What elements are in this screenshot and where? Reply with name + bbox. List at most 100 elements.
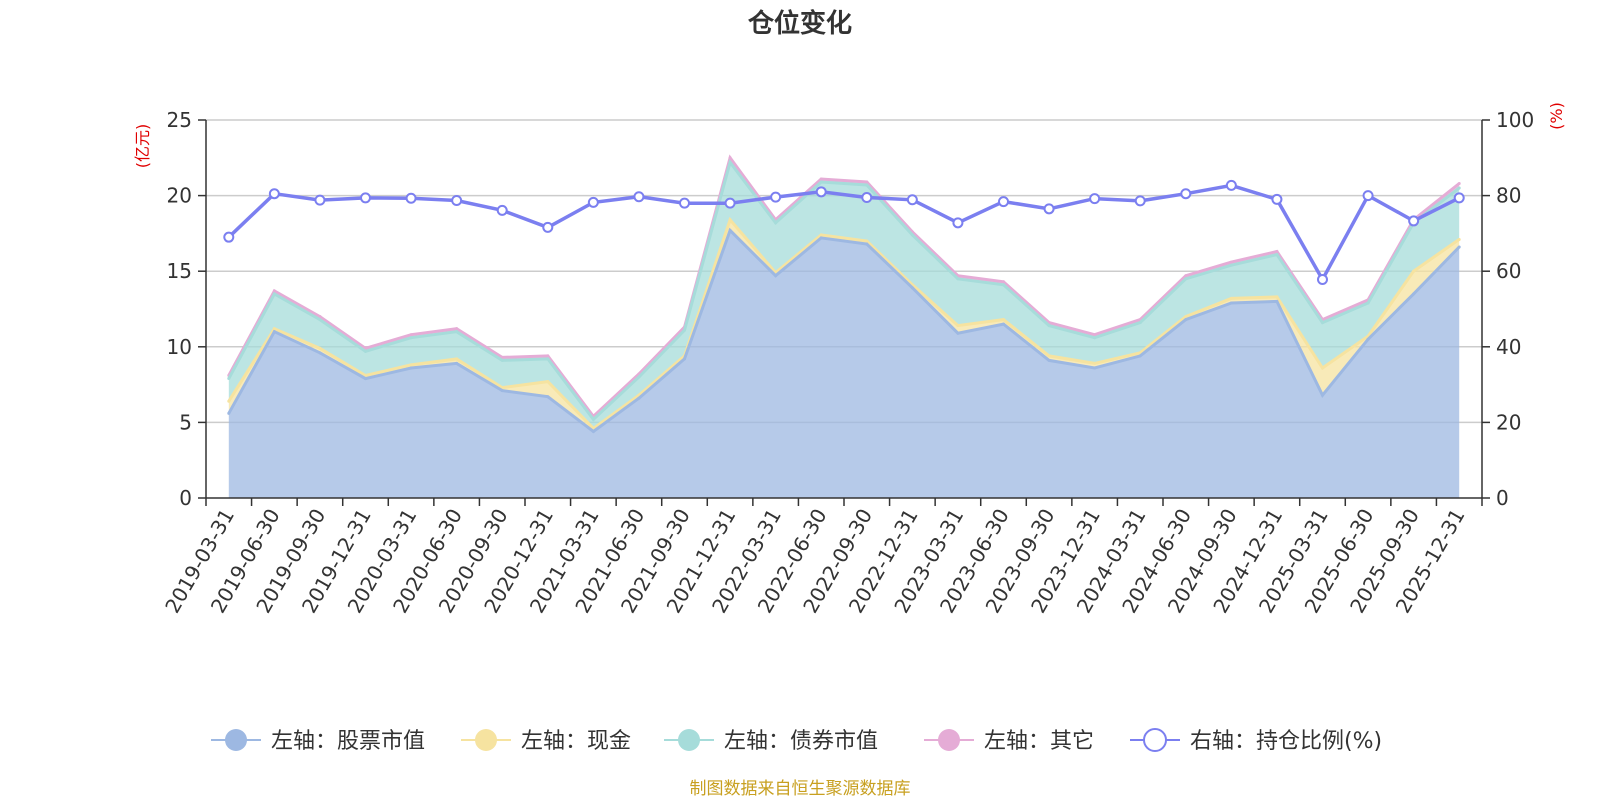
- data-point: [1002, 280, 1005, 284]
- data-point: [1366, 337, 1370, 341]
- ratio-point: [496, 204, 508, 216]
- data-point: [272, 289, 276, 293]
- data-point: [546, 395, 550, 399]
- data-point: [1002, 318, 1005, 322]
- data-point: [819, 236, 823, 240]
- data-point: [1138, 321, 1142, 325]
- left-tick-label: 0: [179, 486, 192, 510]
- data-point: [1457, 182, 1461, 186]
- data-point: [1047, 324, 1051, 328]
- left-axis-unit: (亿元): [133, 124, 152, 169]
- right-axis-unit: (%): [1547, 102, 1566, 130]
- ratio-point: [223, 231, 235, 243]
- legend: 左轴：股票市值 左轴：现金 左轴：债券市值 左轴：其它 右轴：持仓比例(%): [211, 728, 1382, 754]
- data-point: [1093, 336, 1097, 340]
- data-point: [1229, 260, 1233, 264]
- data-point: [1412, 269, 1416, 273]
- data-point: [910, 286, 914, 290]
- data-point: [1457, 245, 1461, 249]
- data-point: [364, 377, 367, 381]
- ratio-point: [724, 197, 736, 209]
- data-point: [455, 357, 459, 361]
- ratio-line-series: [223, 179, 1465, 286]
- ratio-point: [451, 195, 463, 207]
- legend-label: 左轴：债券市值: [724, 729, 878, 754]
- data-point: [1275, 250, 1279, 254]
- data-point: [819, 177, 823, 181]
- data-point: [865, 183, 869, 187]
- data-point: [272, 292, 276, 296]
- ratio-point: [314, 194, 326, 206]
- data-point: [683, 357, 686, 361]
- data-point: [409, 366, 413, 370]
- chart-title: 仓位变化: [747, 8, 852, 39]
- data-point: [956, 277, 960, 281]
- data-point: [865, 239, 869, 243]
- legend-marker: [938, 729, 960, 751]
- left-tick-label: 5: [179, 410, 192, 434]
- data-point: [956, 324, 960, 328]
- data-point: [1229, 263, 1233, 267]
- data-point: [1321, 393, 1324, 397]
- data-point: [1093, 366, 1097, 370]
- data-point: [728, 160, 732, 164]
- ratio-point: [1043, 203, 1055, 215]
- data-point: [1184, 277, 1188, 281]
- data-point: [318, 351, 322, 355]
- data-point: [637, 375, 641, 379]
- data-point: [1229, 296, 1233, 300]
- data-point: [1412, 292, 1416, 296]
- data-point: [728, 218, 732, 222]
- data-point: [1184, 274, 1188, 278]
- data-point: [364, 349, 367, 353]
- ratio-point: [633, 191, 645, 203]
- data-point: [546, 357, 550, 361]
- area-edge-左轴：股票市值: [227, 227, 1461, 434]
- data-point: [546, 380, 550, 384]
- legend-marker: [225, 729, 247, 751]
- right-tick-label: 40: [1496, 335, 1521, 359]
- data-point: [409, 336, 413, 340]
- data-point: [1138, 354, 1142, 358]
- data-point: [318, 315, 322, 319]
- data-point: [1047, 358, 1051, 362]
- data-point: [819, 180, 823, 184]
- data-point: [318, 346, 322, 350]
- data-point: [774, 221, 778, 225]
- data-point: [500, 386, 504, 390]
- data-point: [1275, 295, 1279, 299]
- ratio-line: [227, 183, 1460, 284]
- data-point: [865, 242, 869, 246]
- left-tick-label: 10: [167, 335, 192, 359]
- data-point: [1093, 361, 1097, 365]
- ratio-point: [360, 192, 371, 204]
- data-point: [227, 411, 231, 415]
- data-point: [728, 228, 732, 232]
- legend-label: 左轴：现金: [521, 729, 631, 754]
- data-point: [272, 327, 276, 331]
- left-tick-label: 25: [167, 108, 192, 132]
- ratio-point: [268, 188, 280, 200]
- right-tick-label: 20: [1496, 410, 1521, 434]
- data-point: [546, 354, 550, 358]
- ratio-point: [861, 191, 873, 203]
- data-point: [1275, 253, 1279, 257]
- ratio-point: [679, 197, 690, 209]
- data-point: [1184, 318, 1188, 322]
- data-point: [1093, 333, 1097, 337]
- ratio-point: [1180, 188, 1192, 200]
- ratio-point: [1271, 193, 1283, 205]
- ratio-point: [1453, 192, 1465, 204]
- ratio-point: [952, 217, 964, 229]
- data-point: [1366, 301, 1370, 305]
- data-point: [774, 274, 778, 278]
- ratio-point: [998, 196, 1009, 208]
- area-edge-左轴：债券市值: [227, 158, 1461, 422]
- data-point: [409, 333, 413, 337]
- right-tick-label: 80: [1496, 184, 1521, 208]
- ratio-point: [906, 194, 918, 206]
- area-edge-左轴：其它: [227, 154, 1461, 419]
- data-source-credit: 制图数据来自恒生聚源数据库: [690, 779, 911, 799]
- ratio-point: [815, 186, 827, 198]
- ratio-point: [1317, 274, 1328, 286]
